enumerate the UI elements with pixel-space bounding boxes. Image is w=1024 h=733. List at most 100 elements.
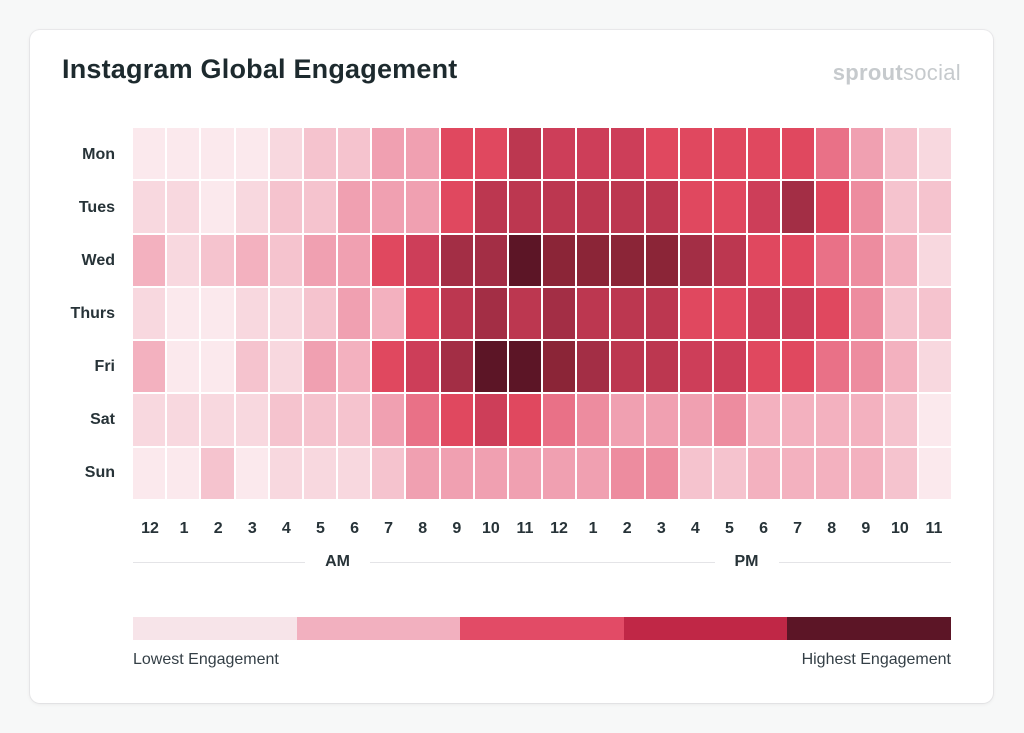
hour-label: 9 <box>861 520 871 537</box>
heatmap-cell <box>713 287 746 340</box>
heatmap-cell <box>269 234 302 286</box>
heatmap-cell <box>372 181 405 233</box>
day-label: Sun <box>84 463 115 481</box>
hour-label: 4 <box>690 520 700 537</box>
heatmap-cell <box>611 181 644 233</box>
legend-swatch <box>623 617 788 640</box>
heatmap-cell <box>440 394 473 446</box>
heatmap-cell <box>269 447 302 499</box>
heatmap-cell <box>577 447 610 499</box>
heatmap-cell <box>474 128 507 180</box>
heatmap-cell <box>782 234 815 286</box>
axis-group-am: AM <box>133 552 543 572</box>
heatmap-cell <box>679 287 712 340</box>
heatmap-cell <box>201 287 234 340</box>
heatmap-cell <box>884 128 917 180</box>
heatmap-cell <box>474 447 507 499</box>
hour-label: 5 <box>724 520 734 537</box>
heatmap-cell <box>372 394 405 446</box>
heatmap-cell <box>577 181 610 233</box>
hour-label: 11 <box>925 520 943 537</box>
heatmap-cell <box>782 394 815 446</box>
heatmap-cell <box>713 128 746 180</box>
heatmap-cell <box>235 287 268 340</box>
heatmap-cell <box>850 287 883 340</box>
heatmap-cell <box>235 234 268 286</box>
heatmap-cell <box>884 394 917 446</box>
heatmap-cell <box>748 234 781 286</box>
heatmap-cell <box>167 447 200 499</box>
x-axis-hour-labels: 12 1 2 3 4 5 6 7 8 9 10 11 12 1 2 3 4 5 6 7 8 9 10 11 <box>133 520 951 538</box>
heatmap-cell <box>816 234 849 286</box>
heatmap-cell <box>679 341 712 393</box>
heatmap-cell <box>679 128 712 180</box>
heatmap-cell <box>748 447 781 499</box>
heatmap-cell <box>611 341 644 393</box>
heatmap-cell <box>201 128 234 180</box>
heatmap-cell <box>543 128 576 180</box>
heatmap-cell <box>645 128 678 180</box>
heatmap-cell <box>338 394 371 446</box>
heatmap-cell <box>167 234 200 286</box>
heatmap-cell <box>474 287 507 340</box>
heatmap-cell <box>303 128 336 180</box>
heatmap-cell <box>850 128 883 180</box>
heatmap-cell <box>508 287 541 340</box>
heatmap-cell <box>782 447 815 499</box>
hour-label: 8 <box>418 520 428 537</box>
heatmap-cell <box>440 128 473 180</box>
heatmap-cell <box>372 447 405 499</box>
heatmap-cell <box>679 234 712 286</box>
heatmap-cell <box>338 287 371 340</box>
heatmap-cell <box>269 341 302 393</box>
hour-label: 6 <box>350 520 359 537</box>
heatmap-cell <box>577 287 610 340</box>
day-label: Wed <box>81 251 115 269</box>
day-label: Sat <box>90 410 115 428</box>
hour-label: 7 <box>384 520 394 537</box>
heatmap-cell <box>850 234 883 286</box>
heatmap-cell <box>338 447 371 499</box>
heatmap-cell <box>577 234 610 286</box>
heatmap-cell <box>235 341 268 393</box>
axis-group-label: AM <box>325 553 350 570</box>
heatmap-cell <box>372 234 405 286</box>
heatmap-cell <box>508 181 541 233</box>
heatmap-cell <box>508 128 541 180</box>
heatmap-cell <box>474 181 507 233</box>
heatmap-cell <box>543 234 576 286</box>
heatmap-cell <box>201 394 234 446</box>
hour-label: 12 <box>550 520 568 537</box>
heatmap-cell <box>611 234 644 286</box>
heatmap-cell <box>406 341 439 393</box>
legend-swatch <box>296 617 461 640</box>
heatmap-cell <box>884 447 917 499</box>
heatmap-cell <box>884 287 917 340</box>
heatmap-cell <box>782 128 815 180</box>
heatmap-cell <box>918 447 951 499</box>
heatmap-cell <box>543 394 576 446</box>
legend-highest-label: Highest Engagement <box>801 651 951 668</box>
heatmap-cell <box>679 394 712 446</box>
axis-group-label: PM <box>734 553 759 570</box>
heatmap-cell <box>850 394 883 446</box>
heatmap-cell <box>611 447 644 499</box>
heatmap-cell <box>577 394 610 446</box>
heatmap-cell <box>440 447 473 499</box>
heatmap-cell <box>338 341 371 393</box>
heatmap-cell <box>543 181 576 233</box>
heatmap-cell <box>201 181 234 233</box>
heatmap-cell <box>748 181 781 233</box>
heatmap-cell <box>508 447 541 499</box>
hour-label: 10 <box>481 520 500 537</box>
heatmap-cell <box>782 341 815 393</box>
heatmap-cell <box>577 128 610 180</box>
heatmap-cell <box>645 287 678 340</box>
heatmap-cell <box>713 394 746 446</box>
heatmap-cell <box>133 394 166 446</box>
heatmap-cell <box>303 234 336 286</box>
heatmap-cell <box>440 181 473 233</box>
heatmap-cell <box>303 287 336 340</box>
heatmap-cell <box>201 341 234 393</box>
hour-label: 10 <box>890 520 909 537</box>
